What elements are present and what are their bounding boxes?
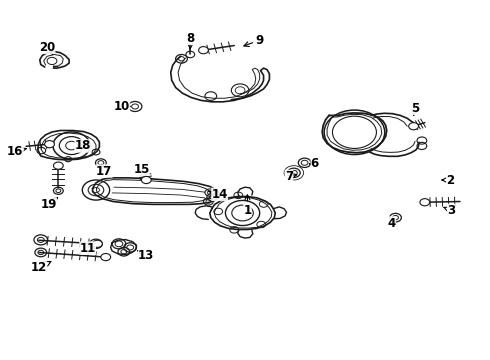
Text: 7: 7 bbox=[285, 170, 297, 183]
Text: 1: 1 bbox=[244, 195, 251, 217]
Text: 6: 6 bbox=[310, 157, 319, 170]
Text: 18: 18 bbox=[74, 139, 91, 152]
Text: 9: 9 bbox=[244, 33, 264, 47]
Circle shape bbox=[45, 140, 54, 148]
Text: 5: 5 bbox=[411, 102, 419, 115]
Circle shape bbox=[409, 123, 418, 130]
Text: 17: 17 bbox=[96, 164, 112, 177]
Circle shape bbox=[93, 240, 102, 247]
Text: 13: 13 bbox=[138, 249, 154, 262]
Text: 10: 10 bbox=[114, 100, 131, 113]
Text: 15: 15 bbox=[133, 163, 149, 176]
Text: 16: 16 bbox=[7, 145, 26, 158]
Text: 8: 8 bbox=[186, 32, 195, 49]
Circle shape bbox=[420, 199, 430, 206]
Circle shape bbox=[101, 253, 111, 261]
Text: 19: 19 bbox=[40, 198, 57, 211]
Circle shape bbox=[142, 176, 151, 184]
Text: 3: 3 bbox=[444, 204, 455, 217]
Text: 4: 4 bbox=[388, 216, 396, 230]
Text: 20: 20 bbox=[39, 41, 55, 54]
Circle shape bbox=[198, 46, 208, 54]
Text: 12: 12 bbox=[31, 261, 51, 274]
Text: 2: 2 bbox=[442, 174, 454, 186]
Text: 14: 14 bbox=[208, 188, 228, 201]
Text: 11: 11 bbox=[79, 242, 96, 255]
Circle shape bbox=[53, 162, 63, 169]
